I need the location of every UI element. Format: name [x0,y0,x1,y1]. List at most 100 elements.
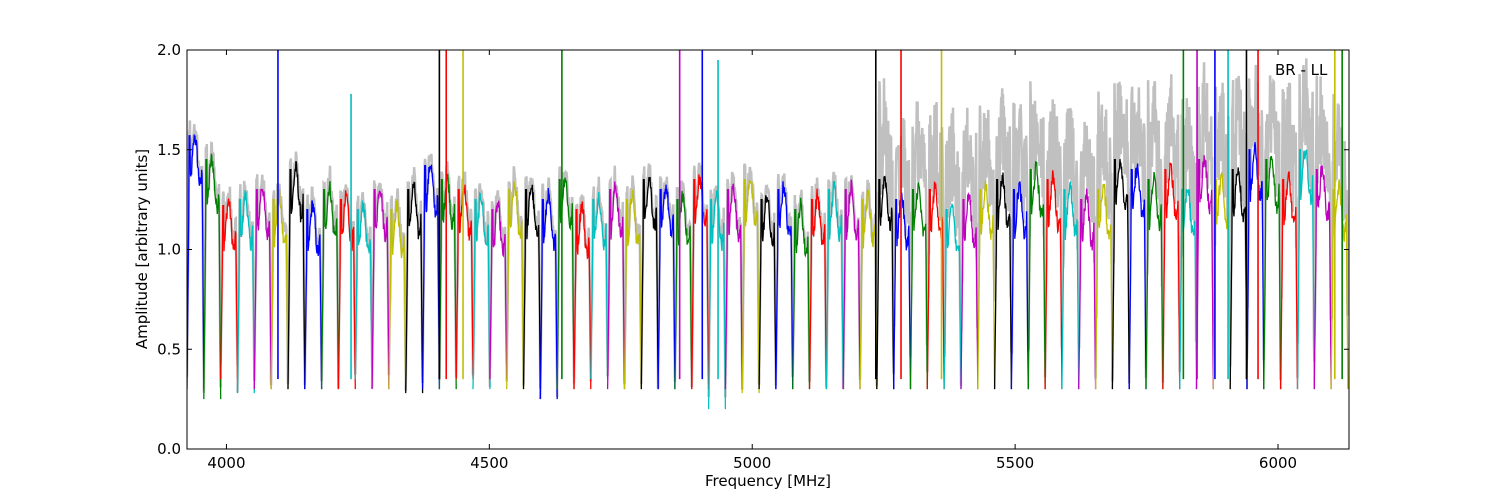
channel-line [270,189,289,390]
channel-line [203,153,222,400]
raw-channel-line [253,174,273,386]
x-tick-label: 4500 [470,454,508,472]
channel-line [1313,165,1332,390]
raw-channel-line [1077,121,1097,349]
raw-channel-line [808,177,828,388]
channel-line [187,134,205,390]
raw-channel-line [825,171,845,389]
channel-line [522,184,541,390]
channel-line [1330,179,1349,390]
channel-line [640,176,659,390]
channel-line [943,203,962,390]
raw-channel-line [1161,74,1181,361]
channel-line [320,181,340,390]
channel-line [1111,159,1130,390]
channel-line [724,183,743,390]
x-tick-label: 5500 [996,454,1034,472]
channel-line [674,190,693,390]
channel-line [1263,156,1282,390]
raw-channel-line [673,180,694,385]
raw-channel-line [1195,62,1215,350]
channel-line [893,192,912,390]
raw-channel-line [690,162,710,388]
channel-line [236,190,255,394]
channel-line [421,164,441,390]
channel-line [220,198,239,380]
channel-line [1162,162,1181,390]
y-tick-label: 1.5 [157,141,181,159]
raw-channel-line [1279,82,1299,378]
raw-channel-line [959,107,980,332]
channel-line [556,177,575,390]
y-tick-label: 1.0 [157,241,181,259]
channel-line [371,188,390,390]
channel-line [960,191,979,390]
plot-frame [186,49,1350,450]
raw-channel-line [1060,107,1080,317]
raw-channel-line [976,105,996,341]
channel-line [1229,167,1248,390]
channel-line [455,184,474,380]
raw-channel-line [1329,93,1349,319]
raw-channel-line [522,176,542,389]
y-tick-label: 0.5 [157,340,181,358]
channel-line [1061,180,1080,390]
channel-line [590,191,609,380]
y-tick-label: 2.0 [157,41,181,59]
raw-channel-line [1228,75,1249,367]
raw-channel-line [488,190,508,369]
channel-line [909,182,928,390]
raw-channel-line [1010,102,1030,354]
raw-channel-line [539,177,559,399]
channel-line [573,201,592,390]
channel-line [775,181,794,390]
raw-channel-line [505,166,525,382]
channel-line [539,188,558,400]
channel-line [405,181,424,394]
raw-channel-line [724,171,744,385]
raw-channel-line [1262,75,1282,381]
x-axis-label: Frequency [MHz] [705,472,831,490]
channel-line [1246,142,1265,390]
channel-line [253,188,272,390]
channel-line [977,180,996,390]
channel-line [287,160,306,390]
channel-line [1179,188,1198,390]
raw-channel-line [909,101,929,346]
y-axis-label: Amplitude [arbitrary units] [133,149,151,349]
raw-channel-line [454,171,475,375]
raw-channel-line [875,78,895,374]
channel-line [876,175,895,390]
raw-channel-line [993,88,1013,353]
raw-channel-line [303,186,323,386]
channel-line [388,198,407,390]
raw-channel-line [286,151,307,380]
raw-channel-line [1178,98,1198,372]
raw-channel-line [404,167,424,391]
raw-channel-line [1296,58,1316,362]
x-tick-label: 4000 [207,454,245,472]
annotation-label: BR - LL [1275,61,1328,79]
raw-channel-line [841,175,862,384]
raw-channel-line [774,173,794,376]
channel-line [1078,188,1097,390]
channel-line [1094,183,1114,390]
channel-line [1296,149,1315,390]
raw-channel-line [1027,81,1047,353]
channel-line [707,190,727,410]
x-tick-label: 6000 [1259,454,1297,472]
channel-line [1279,171,1299,390]
channel-line [354,200,373,380]
raw-channel-line [269,183,290,384]
channel-line [825,180,844,390]
channel-line [758,195,777,390]
raw-channel-line [1313,75,1333,351]
raw-channel-line [623,175,643,385]
channel-line [1027,160,1046,390]
channel-line [472,191,491,390]
channel-line [489,200,508,380]
raw-channel-line [387,188,407,376]
raw-channel-line [892,117,912,358]
x-tick-label: 5000 [733,454,771,472]
